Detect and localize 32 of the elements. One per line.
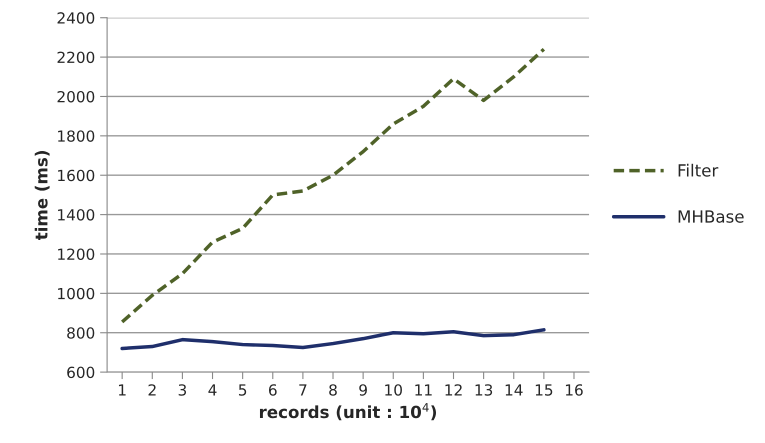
x-axis-title: records (unit : 10$^{4}$) <box>260 403 436 420</box>
x-tick-label: 9 <box>359 384 367 396</box>
x-tick-label: 12 <box>445 384 462 396</box>
x-tick-label: 10 <box>385 384 402 396</box>
x-tick-label: 13 <box>476 384 492 396</box>
x-tick-label: 16 <box>566 384 583 396</box>
line-series <box>120 328 546 350</box>
x-tick-label: 14 <box>506 384 523 396</box>
y-tick-label: 600 <box>67 366 94 378</box>
y-tick-label: 2400 <box>58 12 94 24</box>
y-tick-label: 1400 <box>58 209 94 221</box>
x-tick-label: 3 <box>178 384 186 396</box>
x-tick-label: 4 <box>208 384 217 396</box>
legend-label: MHBase <box>678 210 744 223</box>
y-axis-title: time (ms) <box>34 151 50 240</box>
legend-label: Filter <box>678 164 718 177</box>
y-tick-label: 2200 <box>58 52 94 64</box>
x-tick-label: 15 <box>536 384 552 396</box>
x-tick-label: 7 <box>299 384 306 396</box>
line-series <box>120 47 546 324</box>
y-tick-label: 2000 <box>58 90 94 102</box>
x-tick-label: 5 <box>238 384 246 396</box>
y-tick-label: 800 <box>67 327 94 339</box>
x-tick-label: 6 <box>268 384 277 396</box>
y-tick-label: 1800 <box>58 130 94 142</box>
x-tick-label: 1 <box>118 384 126 396</box>
x-tick-label: 8 <box>329 384 337 396</box>
x-tick-label: 2 <box>148 384 156 396</box>
x-tick-label: 11 <box>415 384 432 396</box>
y-tick-label: 1000 <box>58 288 94 300</box>
y-tick-label: 1200 <box>58 248 94 260</box>
y-tick-label: 1600 <box>58 170 94 182</box>
